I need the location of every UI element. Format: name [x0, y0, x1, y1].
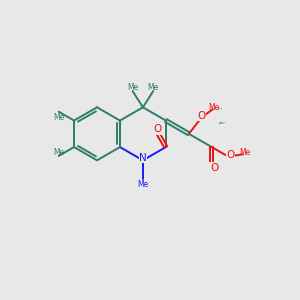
Text: Me: Me	[53, 112, 64, 122]
Text: Me: Me	[137, 180, 148, 189]
Text: Me: Me	[127, 83, 138, 92]
Text: methoxy: methoxy	[220, 122, 226, 123]
Text: Me: Me	[208, 103, 220, 112]
Text: methyl: methyl	[154, 86, 159, 88]
Text: O: O	[210, 163, 218, 173]
Text: Me: Me	[148, 83, 159, 92]
Text: O: O	[154, 124, 162, 134]
Text: O: O	[197, 111, 205, 121]
Text: methyl: methyl	[133, 86, 138, 88]
Text: O: O	[226, 150, 235, 160]
Text: Me: Me	[239, 148, 250, 157]
Text: methoxy: methoxy	[218, 123, 225, 124]
Text: Me: Me	[53, 148, 64, 157]
Text: methyl: methyl	[218, 107, 223, 109]
Text: N: N	[139, 153, 147, 163]
